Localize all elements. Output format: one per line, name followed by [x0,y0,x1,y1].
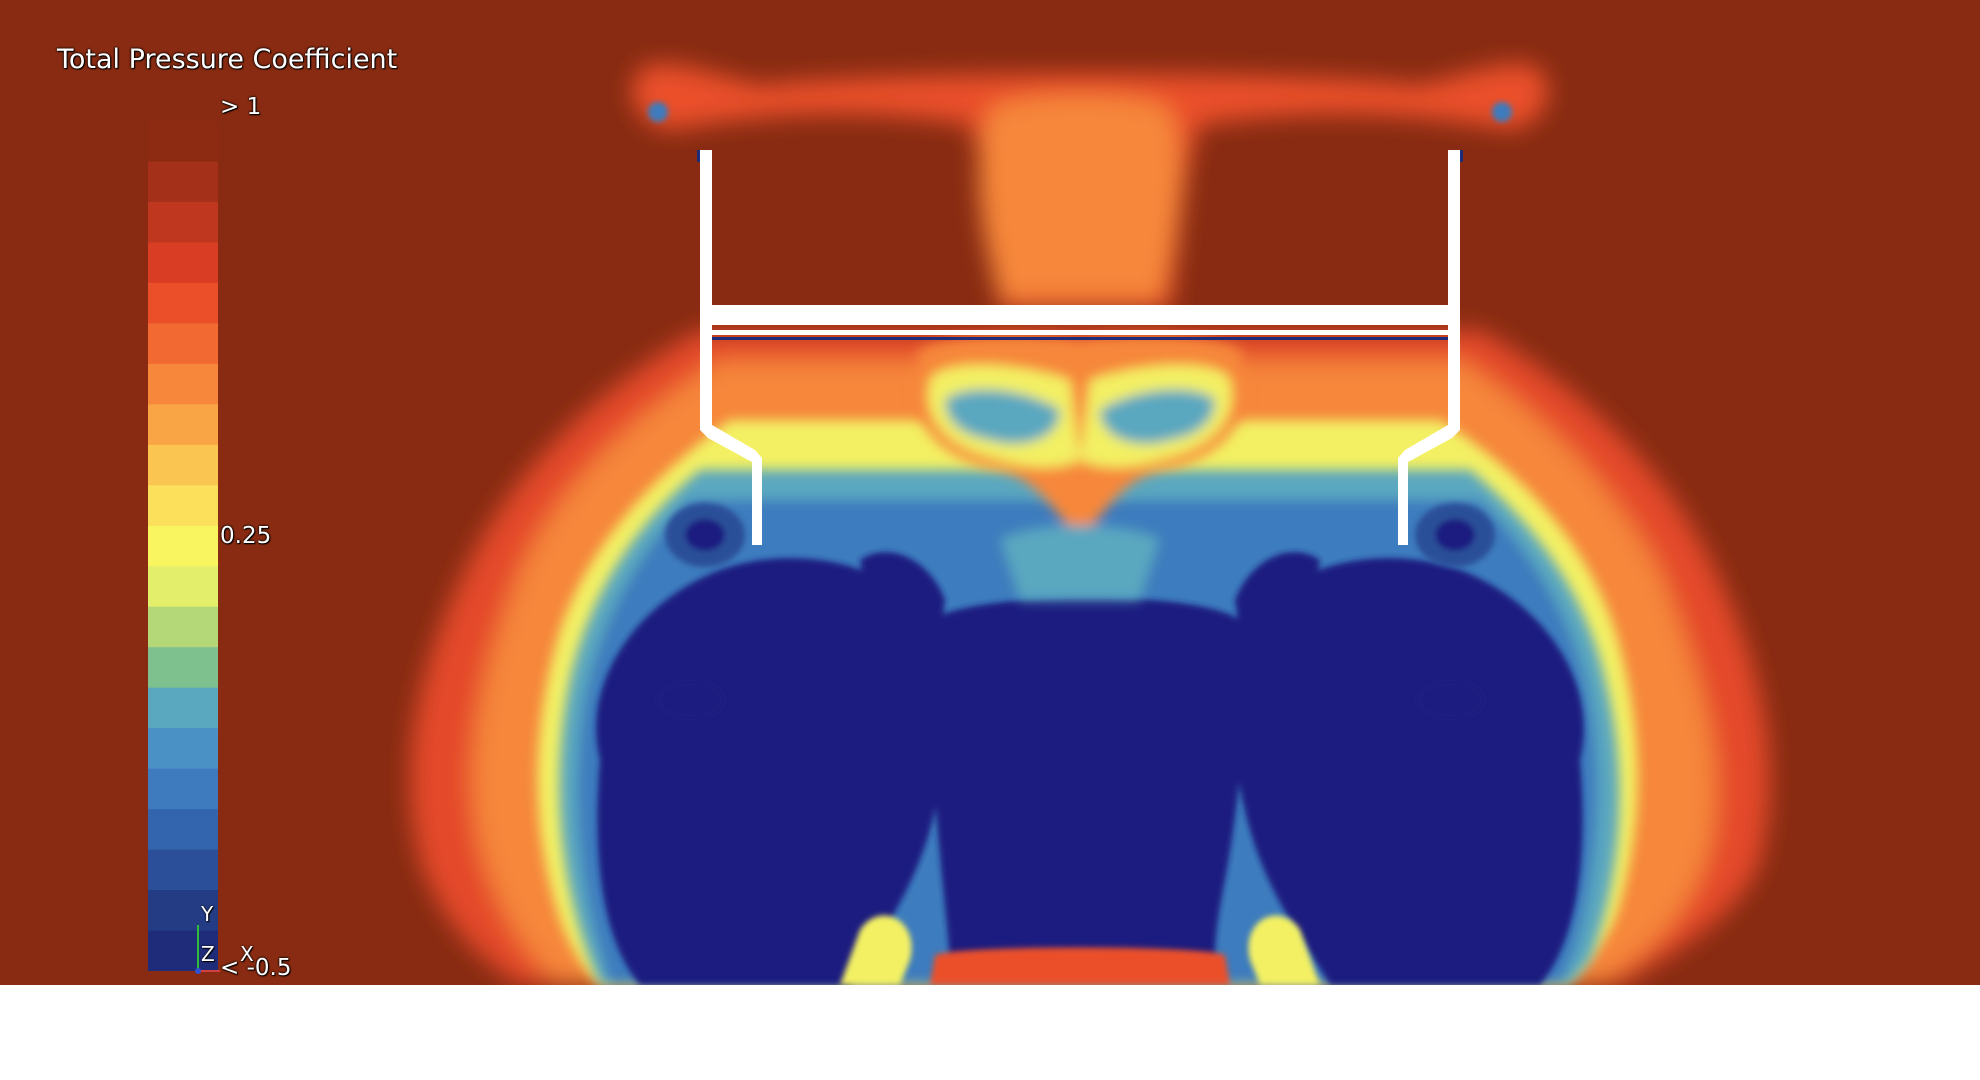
wheel-vortices [655,503,1495,720]
colorbar-band [148,687,218,729]
colorbar-band [148,930,218,971]
color-legend-bar [148,121,218,971]
endplate-tip-vortices [648,102,1512,122]
central-wing-wake [914,336,1246,600]
axis-z-label: Z [201,942,215,966]
colorbar-band [148,161,218,203]
ground-wake-lip [840,915,1320,985]
colorbar-band [148,485,218,527]
colorbar-band [148,363,218,405]
legend-min-label: < -0.5 [220,955,292,981]
upper-wing-plume [631,63,1549,310]
colorbar-band [148,768,218,810]
colorbar-band [148,201,218,244]
colorbar-band [148,242,218,284]
wake-cores [596,552,1584,985]
colorbar-band [148,404,218,446]
colorbar-band [148,606,218,648]
colorbar-band [148,647,218,689]
colorbar-band [148,121,218,163]
colorbar-band [148,728,218,770]
colorbar-band [148,282,218,324]
axis-y-label: Y [201,902,214,926]
axis-x-label: X [240,942,254,966]
colorbar-band [148,890,218,932]
colorbar-band [148,566,218,608]
axes-triad-icon [195,925,220,974]
legend-mid-label: 0.25 [220,523,272,549]
total-pressure-contour-plot [0,0,1980,985]
blank-bottom-pane [0,985,1980,1080]
rear-wing-geometry [700,150,1460,545]
colorbar-band [148,849,218,891]
legend-title: Total Pressure Coefficient [57,44,398,75]
wing-surface-boundary-layer [697,150,1463,340]
colorbar-band [148,809,218,851]
contour-viewport[interactable]: Total Pressure Coefficient > 1 0.25 < -0… [0,0,1980,985]
colorbar-band [148,323,218,365]
legend-max-label: > 1 [220,94,262,120]
colorbar-band [148,525,218,567]
colorbar-band [148,444,218,486]
